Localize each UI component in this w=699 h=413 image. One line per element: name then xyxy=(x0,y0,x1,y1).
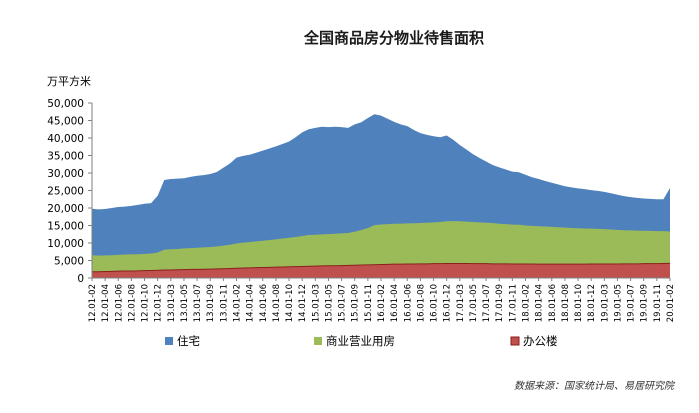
x-tick-label: 13.01-11 xyxy=(219,284,229,322)
x-tick-label: 14.01-06 xyxy=(259,284,269,322)
x-tick-label: 12.01-12 xyxy=(154,284,164,322)
x-tick-label: 17.01-07 xyxy=(482,284,492,322)
x-tick-label: 16.01-06 xyxy=(403,284,413,322)
legend-swatch xyxy=(165,337,173,345)
x-tick-label: 13.01-03 xyxy=(167,284,177,322)
x-tick-label: 15.01-07 xyxy=(338,284,348,322)
y-tick-label: 15,000 xyxy=(47,221,84,233)
x-tick-label: 19.01-11 xyxy=(653,284,663,322)
x-tick-label: 18.01-10 xyxy=(574,284,584,322)
legend-item: 商业营业用房 xyxy=(314,334,395,348)
x-tick-label: 14.01-08 xyxy=(272,284,282,322)
series-area-2 xyxy=(92,263,670,278)
x-axis: 12.01-02 12.01-04 12.01-06 12.01-08 12.01-10… xyxy=(88,277,676,322)
legend-item: 办公楼 xyxy=(510,334,558,348)
legend-swatch xyxy=(510,336,520,346)
x-tick-label: 17.01-03 xyxy=(456,284,466,322)
y-tick-label: 35,000 xyxy=(47,151,84,163)
legend-item: 住宅 xyxy=(165,334,200,348)
x-tick-label: 16.01-04 xyxy=(390,284,400,322)
source-note: 数据来源：国家统计局、易居研究院 xyxy=(514,380,676,392)
x-tick-label: 17.01-11 xyxy=(508,284,518,322)
x-tick-label: 12.01-10 xyxy=(141,284,151,322)
legend-label: 商业营业用房 xyxy=(326,334,395,348)
x-tick-label: 16.01-08 xyxy=(416,284,426,322)
x-tick-label: 16.01-12 xyxy=(443,284,453,322)
x-tick-label: 13.01-07 xyxy=(193,284,203,322)
chart-title: 全国商品房分物业待售面积 xyxy=(303,29,484,47)
x-tick-label: 18.01-06 xyxy=(548,284,558,322)
y-axis: 0 5,000 10,000 15,000 20,000 25,000 30,000 35,0… xyxy=(47,98,93,285)
x-tick-label: 14.01-10 xyxy=(285,284,295,322)
x-tick-label: 12.01-02 xyxy=(88,284,98,322)
y-tick-label: 30,000 xyxy=(47,168,84,180)
x-tick-label: 19.01-09 xyxy=(640,284,650,322)
x-tick-label: 12.01-08 xyxy=(127,284,137,322)
x-tick-label: 17.01-05 xyxy=(469,284,479,322)
plot-area xyxy=(92,114,671,278)
x-tick-label: 13.01-05 xyxy=(180,284,190,322)
x-tick-label: 17.01-09 xyxy=(495,284,505,322)
y-tick-label: 40,000 xyxy=(47,133,84,145)
x-tick-label: 13.01-09 xyxy=(206,284,216,322)
legend-swatch xyxy=(314,337,322,345)
x-tick-label: 12.01-06 xyxy=(114,284,124,322)
y-tick-label: 0 xyxy=(77,273,84,285)
x-tick-label: 12.01-04 xyxy=(101,284,111,322)
legend: 住宅 商业营业用房 办公楼 xyxy=(165,334,558,348)
y-tick-label: 45,000 xyxy=(47,116,84,128)
x-tick-label: 20.01-02 xyxy=(666,284,676,322)
legend-label: 住宅 xyxy=(177,334,200,348)
x-tick-label: 14.01-04 xyxy=(246,284,256,322)
x-tick-label: 18.01-12 xyxy=(587,284,597,322)
x-tick-label: 19.01-07 xyxy=(627,284,637,322)
y-tick-label: 20,000 xyxy=(47,203,84,215)
legend-label: 办公楼 xyxy=(523,334,558,348)
x-tick-label: 15.01-03 xyxy=(311,284,321,322)
y-tick-label: 25,000 xyxy=(47,186,84,198)
x-tick-label: 15.01-05 xyxy=(324,284,334,322)
x-tick-label: 15.01-11 xyxy=(364,284,374,322)
x-tick-label: 14.01-12 xyxy=(298,284,308,322)
y-tick-label: 10,000 xyxy=(47,238,84,250)
unit-label: 万平方米 xyxy=(47,74,91,88)
x-tick-label: 19.01-05 xyxy=(613,284,623,322)
y-tick-label: 5,000 xyxy=(54,256,84,268)
y-tick-label: 50,000 xyxy=(47,98,84,110)
x-tick-label: 18.01-08 xyxy=(561,284,571,322)
x-tick-label: 16.01-10 xyxy=(430,284,440,322)
office-series-outline xyxy=(92,262,671,273)
x-tick-label: 18.01-04 xyxy=(535,284,545,322)
x-tick-label: 16.01-02 xyxy=(377,284,387,322)
x-tick-label: 15.01-09 xyxy=(351,284,361,322)
x-tick-label: 19.01-03 xyxy=(600,284,610,322)
x-tick-label: 14.01-02 xyxy=(233,284,243,322)
x-tick-label: 18.01-02 xyxy=(522,284,532,322)
